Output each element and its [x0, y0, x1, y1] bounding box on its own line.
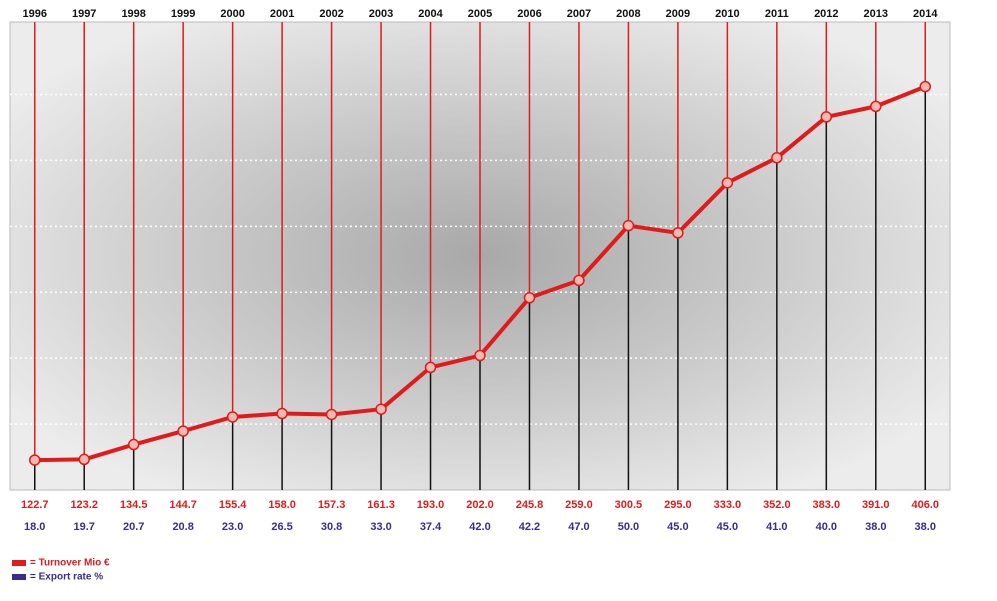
value-label: 42.0	[469, 521, 490, 533]
x-tick-label: 2011	[765, 8, 789, 20]
x-tick-label: 2003	[369, 8, 393, 20]
value-label: 295.0	[664, 499, 692, 511]
value-label: 41.0	[766, 521, 787, 533]
x-tick-label: 2002	[319, 8, 343, 20]
value-label: 383.0	[813, 499, 841, 511]
value-label: 20.8	[172, 521, 193, 533]
value-label: 245.8	[516, 499, 544, 511]
value-label: 352.0	[763, 499, 791, 511]
value-label: 259.0	[565, 499, 593, 511]
value-label: 18.0	[24, 521, 45, 533]
point	[424, 361, 437, 374]
value-label: 20.7	[123, 521, 144, 533]
point	[127, 438, 140, 451]
point	[820, 111, 833, 123]
value-label: 26.5	[271, 521, 292, 533]
point	[375, 403, 387, 415]
value-label: 37.4	[420, 521, 442, 533]
value-label: 300.5	[615, 499, 643, 511]
point	[870, 100, 882, 113]
point	[78, 453, 90, 466]
value-label: 40.0	[816, 521, 837, 533]
x-tick-label: 1998	[121, 8, 145, 20]
x-tick-label: 2009	[666, 8, 690, 20]
legend-swatch	[12, 574, 26, 580]
point	[622, 219, 635, 232]
value-label: 122.7	[21, 499, 49, 511]
value-label: 50.0	[618, 521, 639, 533]
value-label: 23.0	[222, 521, 243, 533]
point	[771, 152, 783, 164]
x-tick-label: 1997	[72, 8, 96, 20]
x-tick-label: 2006	[517, 8, 541, 20]
x-tick-label: 2008	[616, 8, 640, 20]
value-label: 158.0	[268, 499, 296, 511]
x-tick-label: 1999	[171, 8, 195, 20]
x-tick-label: 2010	[715, 8, 739, 20]
value-label: 134.5	[120, 499, 148, 511]
legend-label: = Turnover Mio €	[30, 558, 110, 569]
point	[523, 292, 536, 304]
x-tick-label: 2013	[864, 8, 888, 20]
point	[573, 274, 585, 287]
value-label: 123.2	[70, 499, 98, 511]
value-label: 45.0	[717, 521, 738, 533]
value-label: 47.0	[568, 521, 589, 533]
value-label: 33.0	[370, 521, 391, 533]
legend-label: = Export rate %	[30, 572, 103, 583]
x-tick-label: 2007	[567, 8, 591, 20]
point	[28, 454, 41, 466]
value-label: 333.0	[714, 499, 742, 511]
value-label: 406.0	[911, 499, 939, 511]
point	[226, 411, 239, 423]
point	[721, 177, 734, 189]
point	[276, 407, 288, 420]
value-label: 202.0	[466, 499, 494, 511]
x-tick-label: 2005	[468, 8, 492, 20]
value-label: 391.0	[862, 499, 890, 511]
point	[325, 408, 338, 421]
value-label: 38.0	[915, 521, 936, 533]
x-tick-label: 2004	[418, 8, 443, 20]
legend-swatch	[12, 560, 26, 566]
point	[177, 425, 189, 437]
point	[474, 349, 486, 362]
x-tick-label: 2014	[913, 8, 938, 20]
value-label: 45.0	[667, 521, 688, 533]
value-label: 144.7	[169, 499, 197, 511]
value-label: 42.2	[519, 521, 540, 533]
x-tick-label: 2001	[270, 8, 294, 20]
value-label: 30.8	[321, 521, 342, 533]
value-label: 157.3	[318, 499, 346, 511]
value-label: 155.4	[219, 499, 247, 511]
value-label: 193.0	[417, 499, 445, 511]
x-tick-label: 2000	[220, 8, 244, 20]
value-label: 19.7	[73, 521, 94, 533]
point	[672, 227, 684, 239]
value-label: 161.3	[367, 499, 395, 511]
point	[919, 80, 932, 93]
value-label: 38.0	[865, 521, 886, 533]
x-tick-label: 2012	[814, 8, 838, 20]
x-tick-label: 1996	[22, 8, 46, 20]
